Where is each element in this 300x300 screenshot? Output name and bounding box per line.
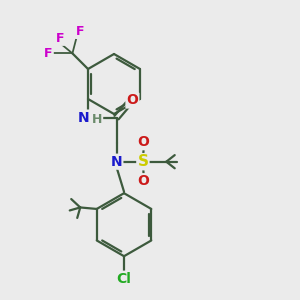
Text: N: N xyxy=(111,155,122,169)
Text: F: F xyxy=(44,47,53,60)
Text: O: O xyxy=(138,135,149,149)
Text: F: F xyxy=(56,32,64,45)
Text: Cl: Cl xyxy=(117,272,131,286)
Text: O: O xyxy=(127,94,138,107)
Text: N: N xyxy=(78,111,89,124)
Text: S: S xyxy=(137,154,148,169)
Text: H: H xyxy=(92,112,102,126)
Text: O: O xyxy=(138,174,149,188)
Text: F: F xyxy=(76,25,84,38)
